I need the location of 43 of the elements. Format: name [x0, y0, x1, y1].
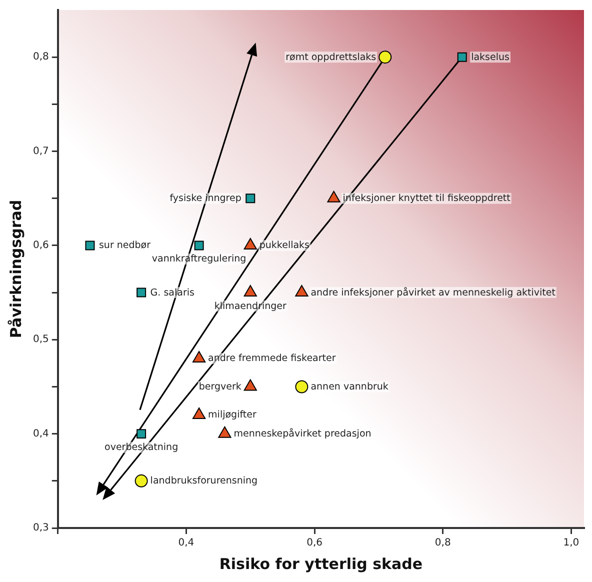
annotation: landbruksforurensning: [150, 476, 258, 487]
x-tick-label: 0,4: [178, 538, 194, 549]
point: [244, 238, 257, 250]
annotation: andre fremmede fiskearter: [208, 353, 336, 364]
point: [192, 407, 206, 419]
annotation: andre infeksjoner påvirket av menneskelig aktivitet: [310, 286, 556, 298]
point: [192, 350, 206, 362]
y-axis-title: Påvirkningsgrad: [6, 200, 25, 338]
y-tick-label: 0,7: [32, 146, 49, 157]
annotation: klimaendringer: [214, 300, 287, 312]
y-tick-label: 0,6: [32, 240, 49, 252]
annotation: vannkraftregulering: [152, 254, 246, 265]
point: [378, 50, 392, 64]
annotation: overbeskatning: [104, 442, 178, 454]
point: [244, 285, 257, 297]
annotation: bergverk: [198, 381, 242, 392]
point: [136, 288, 146, 298]
y-tick-label: 0,4: [32, 428, 49, 440]
x-axis-title: Risiko for ytterlig skade: [219, 554, 423, 573]
annotation: rømt oppdrettslaks: [286, 52, 376, 63]
y-tick-label: 0,3: [32, 522, 49, 534]
annotation: lakselus: [471, 52, 510, 63]
x-tick-label: 0,6: [306, 538, 322, 549]
point: [194, 240, 204, 250]
annotation: infeksjoner knyttet til fiskeoppdrett: [342, 193, 511, 204]
annotation: miljøgifter: [208, 410, 256, 421]
annotation: annen vannbruk: [310, 381, 389, 392]
point: [85, 240, 95, 250]
point: [327, 190, 340, 202]
y-tick-label: 0,8: [32, 52, 49, 63]
annotation: sur nedbør: [98, 240, 151, 252]
point: [295, 285, 308, 297]
annotation: menneskepåvirket predasjon: [234, 428, 372, 440]
point: [246, 194, 256, 204]
x-tick-label: 0,8: [434, 538, 451, 549]
y-tick-label: 0,5: [32, 334, 49, 346]
x-tick-label: 1,0: [563, 538, 580, 549]
annotation: pukkellaks: [259, 240, 310, 252]
point: [457, 52, 467, 62]
point: [218, 426, 232, 438]
annotation: G. salaris: [150, 287, 194, 298]
point: [244, 379, 257, 391]
annotation: fysiske inngrep: [170, 193, 242, 204]
